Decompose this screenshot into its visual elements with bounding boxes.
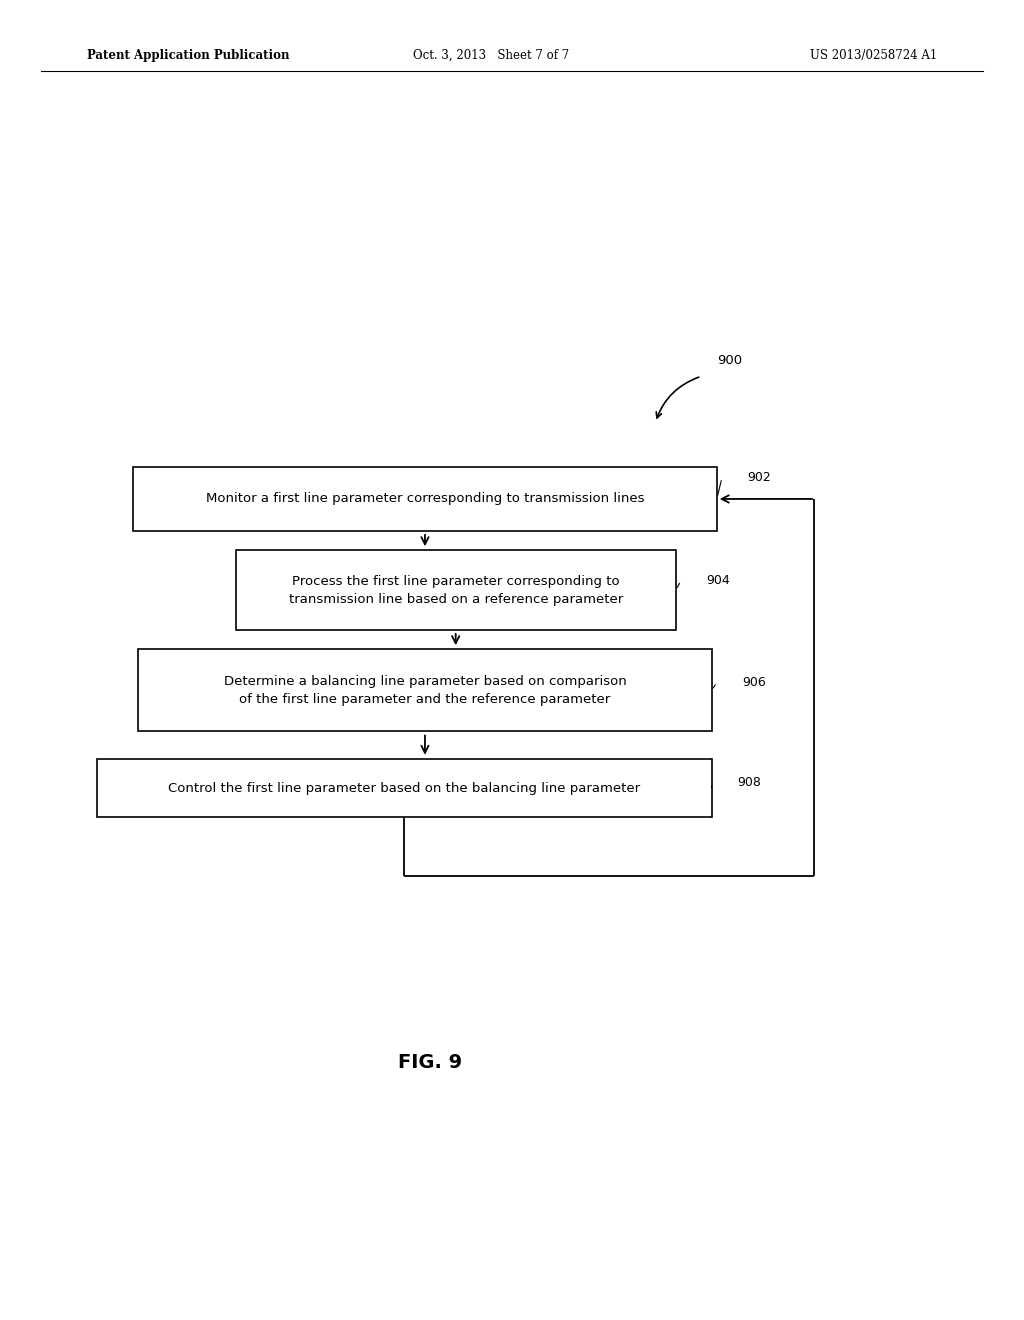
Text: 900: 900 [717, 354, 742, 367]
FancyBboxPatch shape [97, 759, 712, 817]
Text: Oct. 3, 2013   Sheet 7 of 7: Oct. 3, 2013 Sheet 7 of 7 [414, 49, 569, 62]
Text: 906: 906 [742, 676, 766, 689]
Text: Determine a balancing line parameter based on comparison
of the first line param: Determine a balancing line parameter bas… [223, 675, 627, 706]
Text: 902: 902 [748, 471, 771, 484]
FancyBboxPatch shape [133, 467, 717, 531]
Text: US 2013/0258724 A1: US 2013/0258724 A1 [810, 49, 937, 62]
Text: FIG. 9: FIG. 9 [398, 1053, 462, 1072]
Text: Patent Application Publication: Patent Application Publication [87, 49, 290, 62]
Text: Monitor a first line parameter corresponding to transmission lines: Monitor a first line parameter correspon… [206, 492, 644, 506]
Text: 904: 904 [707, 574, 730, 587]
Text: Process the first line parameter corresponding to
transmission line based on a r: Process the first line parameter corresp… [289, 574, 623, 606]
FancyBboxPatch shape [138, 649, 712, 731]
Text: 908: 908 [737, 776, 761, 789]
Text: Control the first line parameter based on the balancing line parameter: Control the first line parameter based o… [168, 781, 641, 795]
FancyBboxPatch shape [236, 550, 676, 630]
